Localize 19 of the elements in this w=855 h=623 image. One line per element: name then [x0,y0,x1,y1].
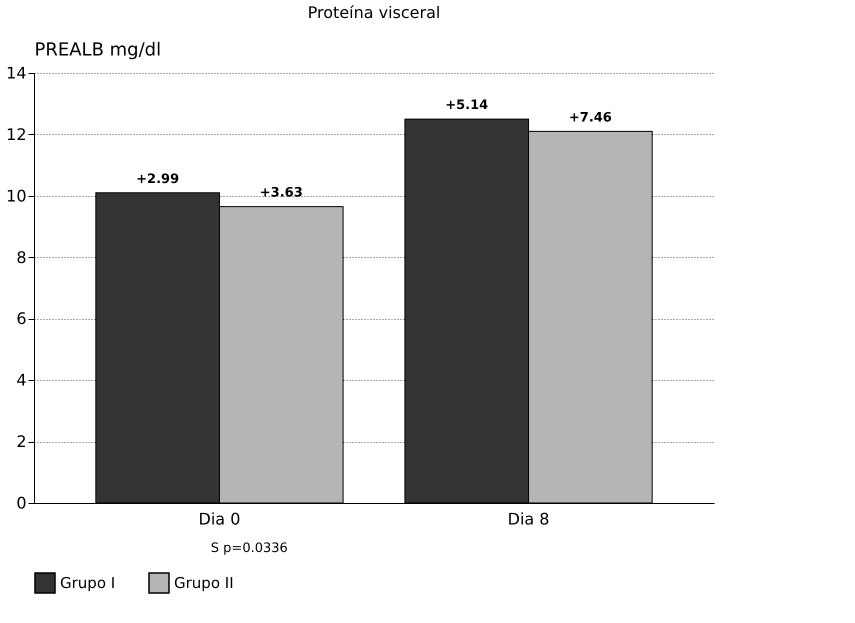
y-tick-label: 14 [6,64,26,82]
text: S p=0.0336 [210,541,288,556]
x-tick-label: Dia 8 [508,510,550,528]
annotation: +5.14 [445,98,488,114]
legend-label: Grupo I [60,574,116,592]
y-tick-label: 2 [16,432,26,452]
y-tick-label: 0 [16,494,26,512]
x-tick-label: Dia 0 [198,510,240,528]
annotation: +3.63 [260,186,303,201]
y-tick-label: 8 [16,248,26,267]
y-tick-label: 4 [16,370,26,390]
annotation: +7.46 [568,110,612,126]
y-tick-label: 10 [6,186,26,206]
chart-title: Proteína visceral [308,3,440,22]
y-tick-label: 6 [16,309,26,328]
legend-label: Grupo II [174,574,234,592]
y-axis-title: PREALB mg/dl [34,40,162,60]
y-tick-label: 12 [6,124,26,144]
annotation: +2.99 [136,172,180,187]
